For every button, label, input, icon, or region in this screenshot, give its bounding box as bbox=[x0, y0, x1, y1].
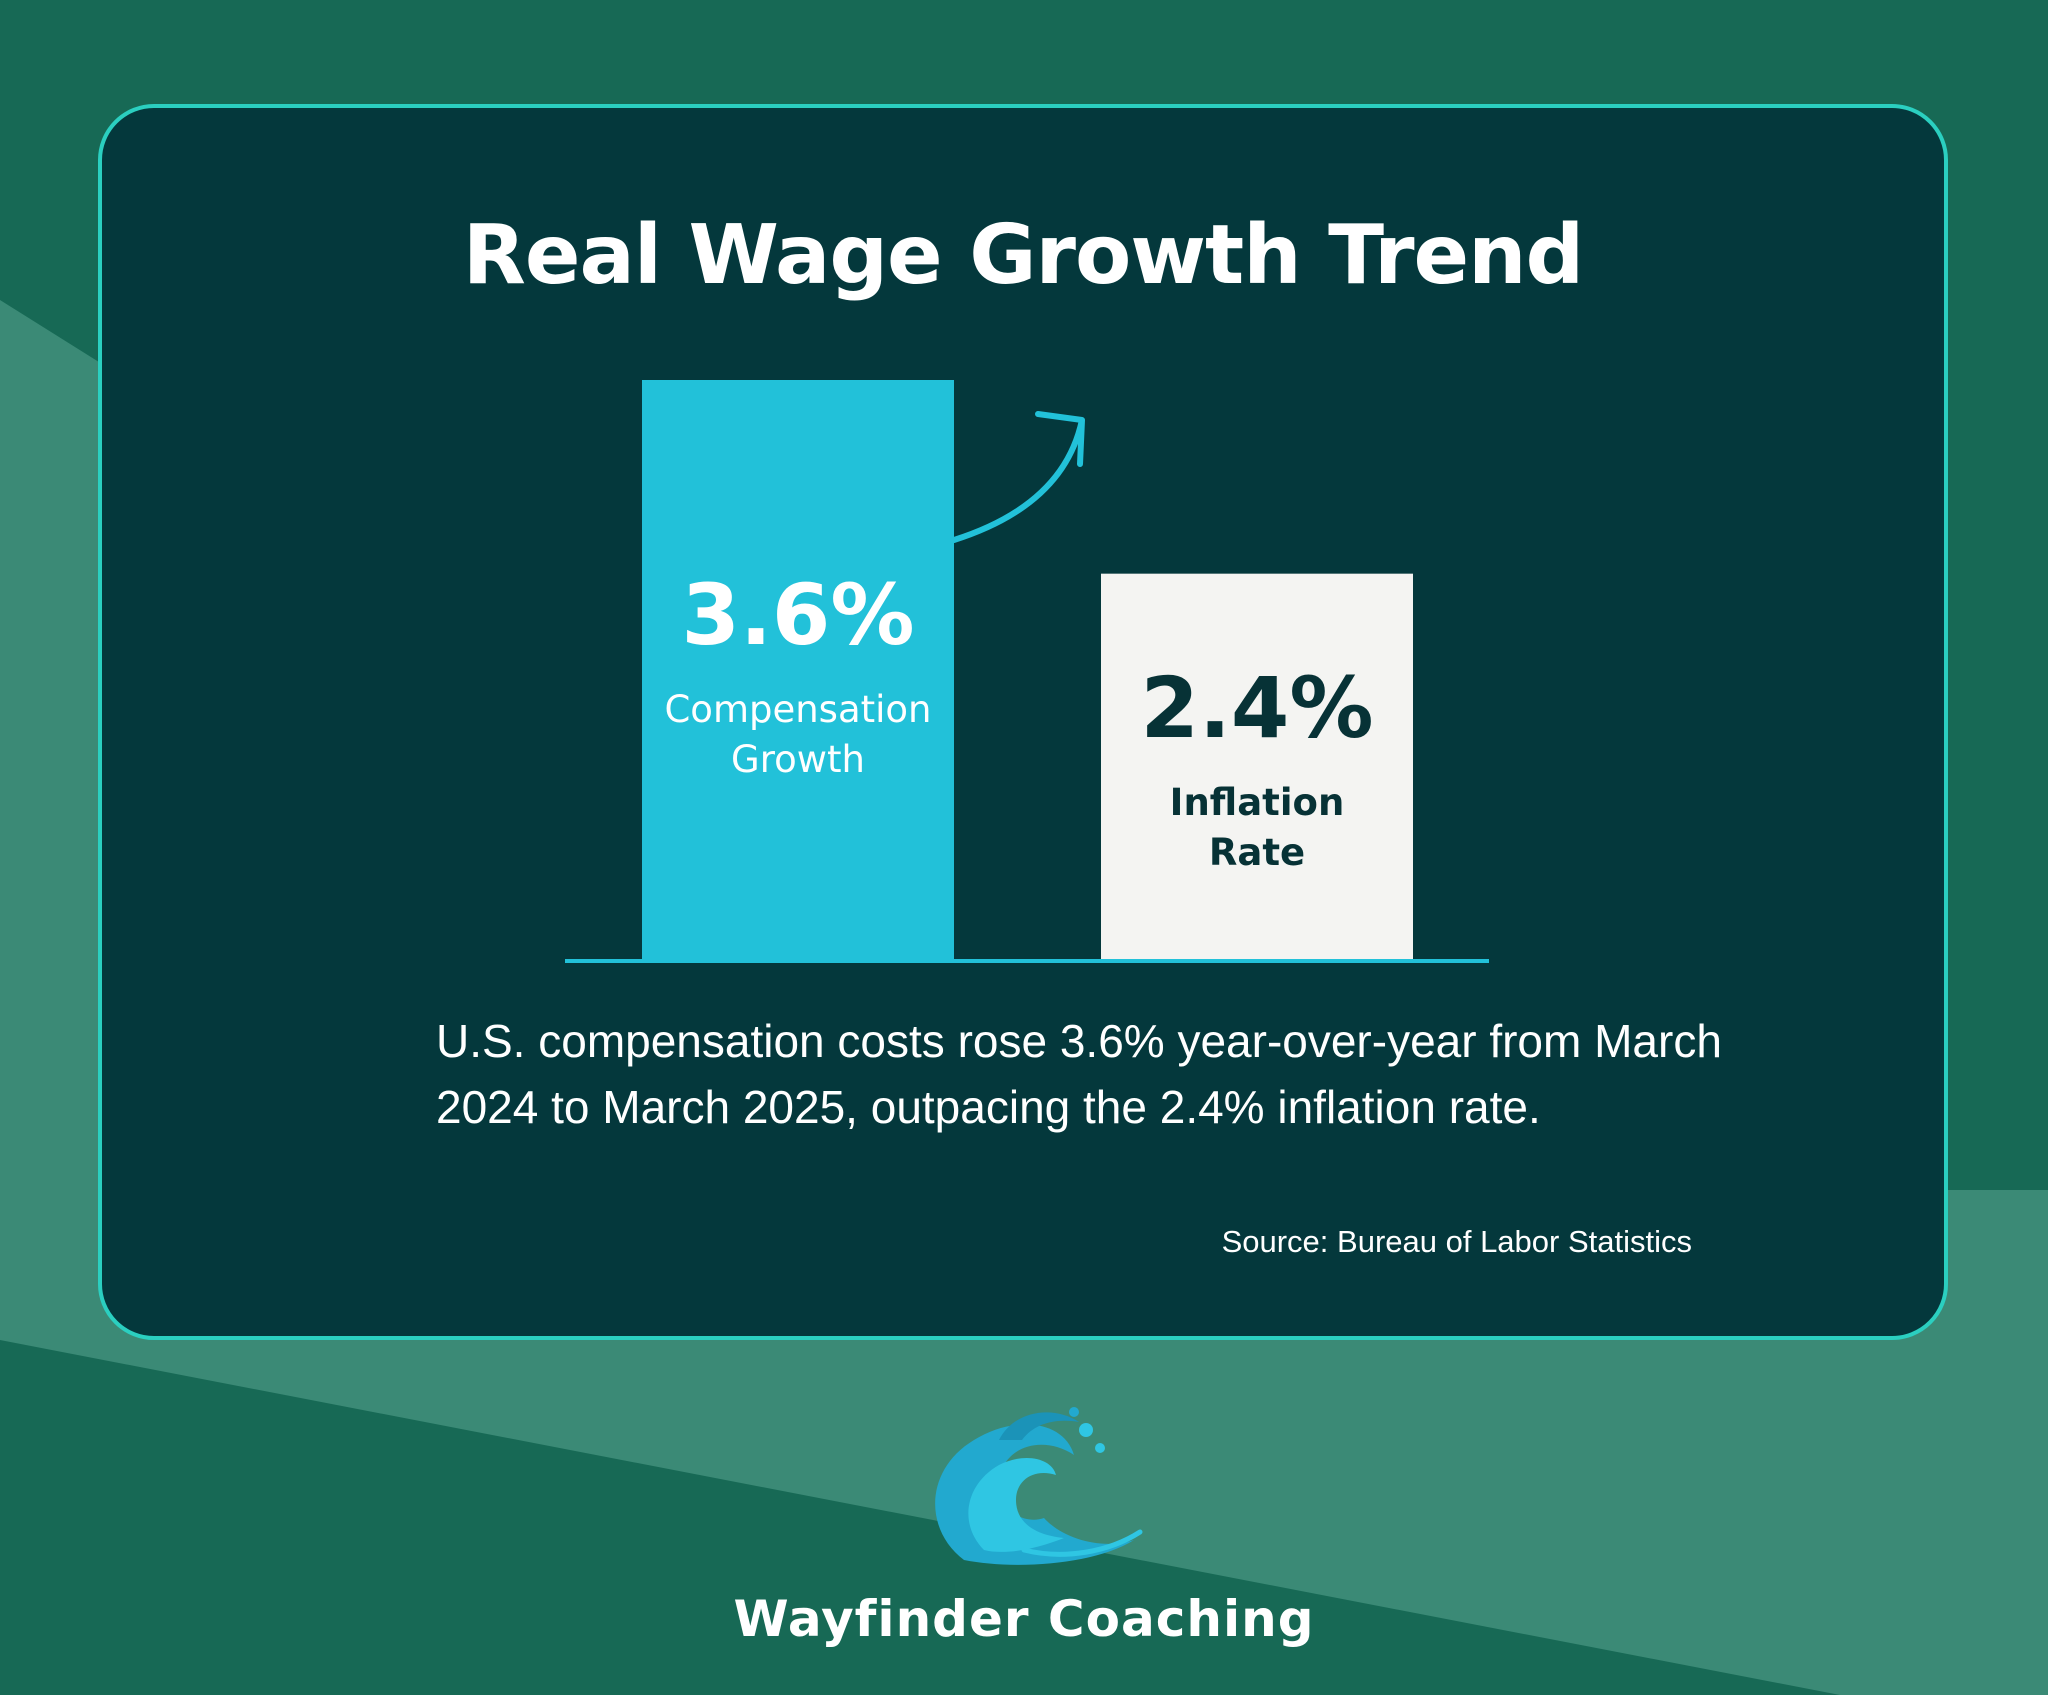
category-label-inflation-line2: Rate bbox=[1209, 831, 1305, 874]
category-label-inflation-line1: Inflation bbox=[1170, 781, 1345, 824]
value-label-inflation: 2.4% bbox=[1141, 659, 1374, 757]
chart-description: U.S. compensation costs rose 3.6% year-o… bbox=[436, 1015, 1722, 1133]
brand-name: Wayfinder Coaching bbox=[733, 1590, 1315, 1648]
bar-compensation-growth bbox=[642, 380, 954, 961]
category-label-compensation-line1: Compensation bbox=[664, 688, 931, 731]
brand-logo: Wayfinder Coaching bbox=[0, 1400, 2048, 1648]
chart-title: Real Wage Growth Trend bbox=[462, 208, 1584, 303]
category-label-compensation-line2: Growth bbox=[731, 738, 865, 781]
bar-inflation-rate bbox=[1101, 573, 1413, 961]
trend-arrow-icon bbox=[951, 411, 1085, 543]
infographic-card: Real Wage Growth Trend 3.6% Compensation… bbox=[98, 104, 1948, 1340]
source-citation: Source: Bureau of Labor Statistics bbox=[1221, 1224, 1692, 1259]
wave-logo-icon bbox=[935, 1407, 1143, 1565]
bar-chart: 3.6% Compensation Growth 2.4% Inflation … bbox=[565, 380, 1489, 963]
value-label-compensation: 3.6% bbox=[682, 566, 915, 664]
